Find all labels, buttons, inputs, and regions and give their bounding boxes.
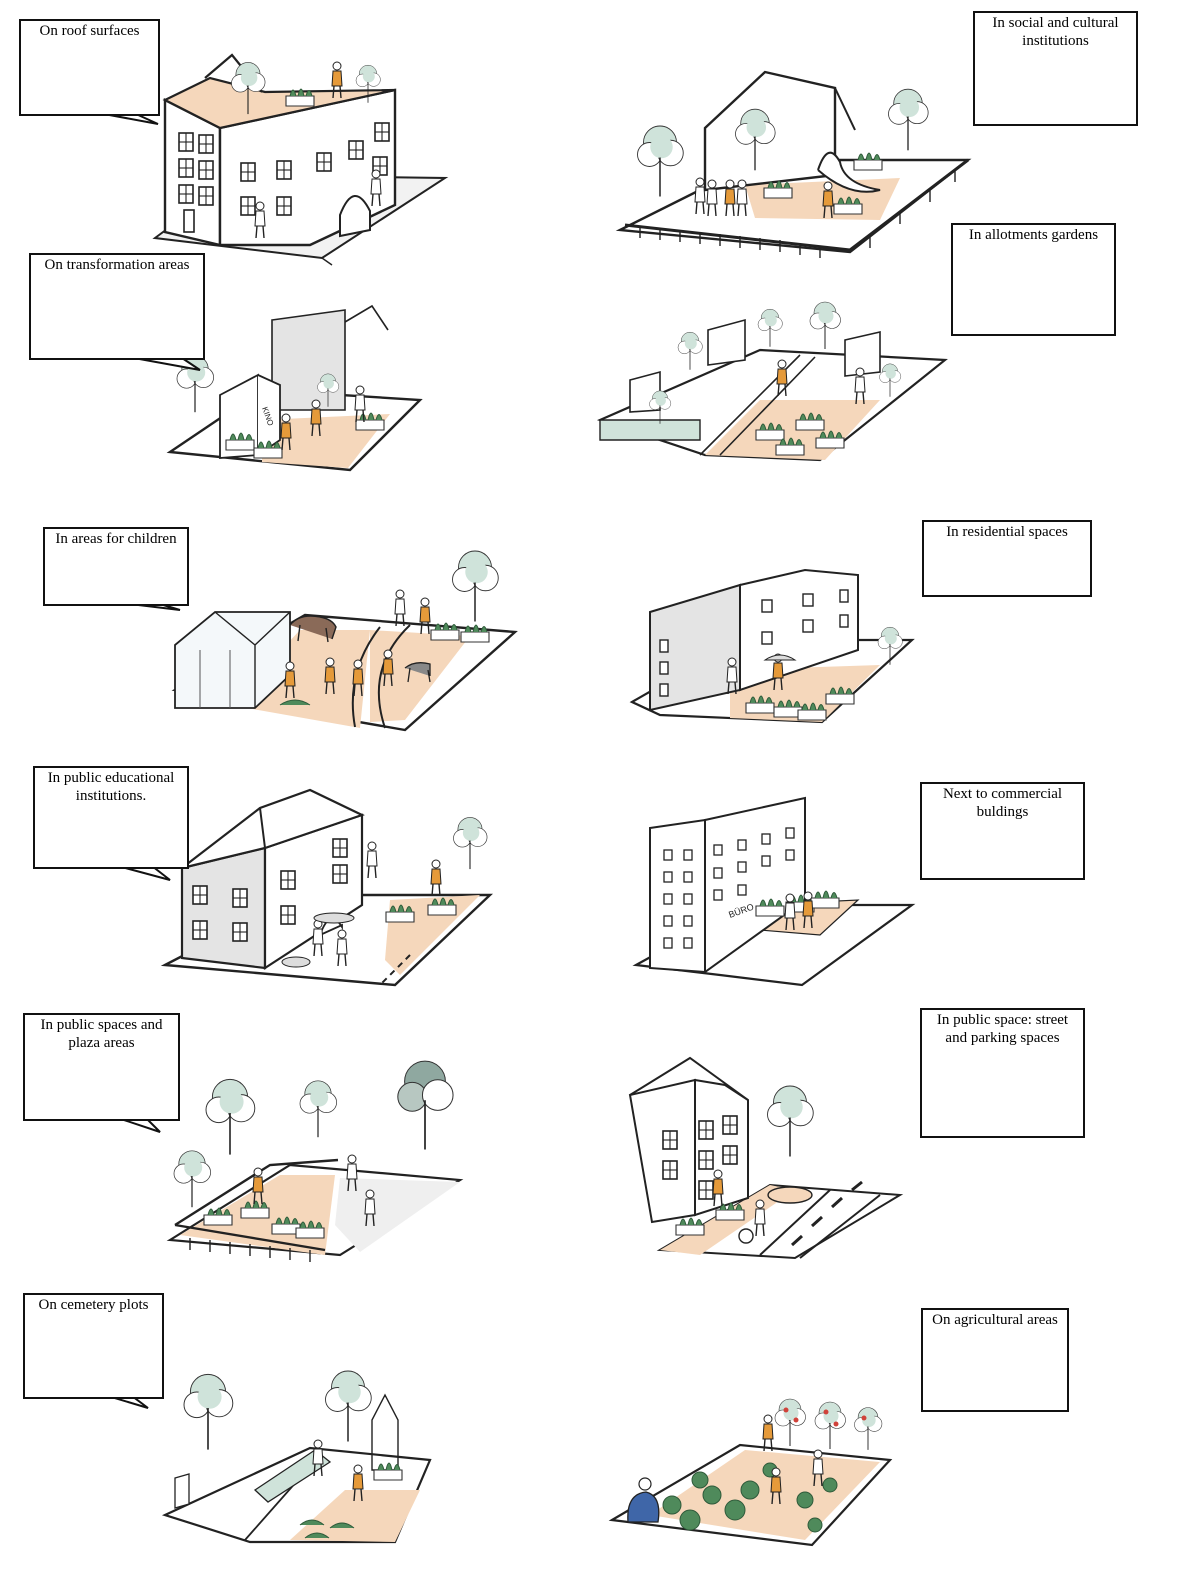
scene-plaza: [166, 1060, 464, 1262]
label-street-text: In public space: street and parking spac…: [936, 1012, 1069, 1046]
scene-cemetery: [161, 1370, 432, 1544]
label-allotments: In allotments gardens: [951, 223, 1116, 336]
scene-social-cultural: [615, 70, 972, 258]
label-educational-text: In public educational institutions.: [47, 770, 175, 804]
label-commercial: Next to commercial buldings: [920, 782, 1085, 880]
label-children: In areas for children: [43, 527, 189, 606]
label-children-text: In areas for children: [55, 531, 177, 547]
label-plaza: In public spaces and plaza areas: [23, 1013, 180, 1121]
scene-street: [628, 1056, 904, 1260]
label-plaza-text: In public spaces and plaza areas: [40, 1017, 163, 1051]
label-educational: In public educational institutions.: [33, 766, 189, 869]
scene-educational: [160, 788, 494, 987]
label-transformation-text: On transformation areas: [44, 257, 190, 273]
label-street: In public space: street and parking spac…: [920, 1008, 1085, 1138]
label-residential: In residential spaces: [922, 520, 1092, 597]
scene-residential: [629, 568, 915, 724]
scene-children: [171, 550, 518, 732]
label-commercial-text: Next to commercial buldings: [942, 786, 1063, 820]
label-roof-surfaces-text: On roof surfaces: [39, 23, 140, 39]
label-transformation: On transformation areas: [29, 253, 205, 360]
scene-roof-surfaces: [152, 53, 449, 266]
label-agricultural-text: On agricultural areas: [932, 1312, 1058, 1328]
label-social-cultural: In social and cultural institutions: [973, 11, 1138, 126]
scene-commercial: BÜRO: [632, 796, 916, 987]
label-allotments-text: In allotments gardens: [968, 227, 1099, 243]
scene-allotments: [596, 301, 948, 462]
scene-transformation: KINO: [166, 304, 423, 472]
label-cemetery-text: On cemetery plots: [38, 1297, 149, 1313]
label-agricultural: On agricultural areas: [921, 1308, 1069, 1412]
label-social-cultural-text: In social and cultural institutions: [992, 15, 1119, 49]
scene-agricultural: [608, 1398, 893, 1547]
label-roof-surfaces: On roof surfaces: [19, 19, 160, 116]
label-residential-text: In residential spaces: [946, 524, 1068, 540]
label-cemetery: On cemetery plots: [23, 1293, 164, 1399]
